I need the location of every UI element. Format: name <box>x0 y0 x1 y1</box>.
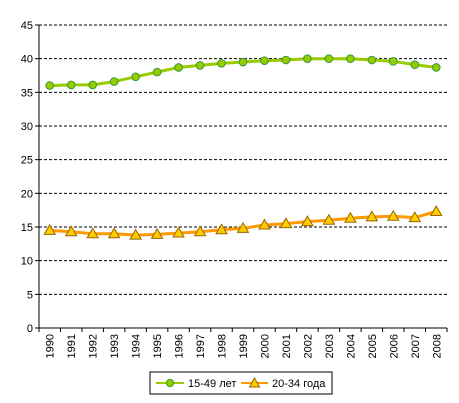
series-1-point <box>43 223 57 235</box>
series-1-point <box>86 227 100 239</box>
legend-marker-0 <box>165 378 175 388</box>
x-tick-label: 2007 <box>410 334 422 358</box>
x-tick-label: 1995 <box>152 334 164 358</box>
series-1-point <box>107 227 121 239</box>
series-0-point <box>131 72 140 82</box>
y-tick-label: 15 <box>21 222 33 234</box>
x-tick-label: 1997 <box>195 334 207 358</box>
legend: 15-49 лет 20-34 года <box>149 371 333 395</box>
grid-lines <box>39 24 447 295</box>
series-0-point <box>174 63 183 72</box>
series-1-point <box>429 205 443 217</box>
x-tick-label: 2001 <box>281 334 293 358</box>
legend-label-1: 20-34 года <box>272 378 326 390</box>
x-tick-label: 1990 <box>45 334 57 358</box>
x-tick-label: 2006 <box>388 334 400 358</box>
series-1-point <box>193 225 207 237</box>
series <box>43 54 443 240</box>
y-tick-label: 5 <box>27 289 33 301</box>
x-tick-label: 1992 <box>88 334 100 358</box>
series-1-point <box>215 223 228 235</box>
series-1-point <box>322 213 336 225</box>
legend-item-0: 15-49 лет <box>156 378 236 390</box>
series-1-point <box>129 228 142 240</box>
series-1-point <box>344 211 357 223</box>
y-tick-label: 10 <box>21 256 33 268</box>
y-tick-label: 25 <box>21 155 33 167</box>
series-1-point <box>365 210 379 222</box>
x-tick-label: 2005 <box>367 334 379 358</box>
legend-marker-1 <box>248 376 261 388</box>
series-1-point <box>236 221 250 233</box>
series-0-point <box>45 81 55 90</box>
x-tick-label: 1994 <box>131 334 143 358</box>
series-0-point <box>109 77 119 86</box>
series-1-point <box>172 226 185 238</box>
x-tick-label: 2003 <box>324 334 336 358</box>
x-tick-label: 2004 <box>345 334 357 358</box>
series-1-point <box>386 209 400 221</box>
x-tick-label: 1999 <box>238 334 250 358</box>
x-tick-label: 1993 <box>109 334 121 358</box>
series-0-point <box>260 56 269 65</box>
y-tick-label: 20 <box>21 188 33 200</box>
series-0-point <box>389 57 398 66</box>
series-0-point <box>88 80 97 90</box>
series-0-point <box>66 80 76 90</box>
series-0-point <box>303 54 312 63</box>
series-1-point <box>64 225 78 237</box>
series-0-point <box>431 63 441 72</box>
series-0-point <box>152 67 162 77</box>
y-tick-label: 35 <box>21 87 33 99</box>
series-0-point <box>281 55 291 65</box>
series-1-point <box>258 218 271 230</box>
series-0-point <box>410 60 420 70</box>
x-tick-label: 1991 <box>66 334 78 358</box>
axes: 0 5 10 15 20 25 30 35 40 45 1990 1991 1992 1993 1994 19… <box>21 20 448 358</box>
x-tick-label: 2008 <box>431 334 443 358</box>
y-tick-label: 0 <box>27 323 33 335</box>
series-1-point <box>150 227 164 239</box>
series-0-point <box>217 59 226 68</box>
series-1-point <box>408 211 422 223</box>
x-tick-label: 2000 <box>259 334 271 358</box>
y-tick-label: 45 <box>21 20 33 32</box>
series-1-point <box>279 217 293 229</box>
series-0-point <box>346 54 355 63</box>
y-tick-label: 30 <box>21 121 33 133</box>
series-0-point <box>238 57 248 67</box>
legend-label-0: 15-49 лет <box>188 378 236 390</box>
x-tick-label: 1998 <box>217 334 229 358</box>
series-0-point <box>367 55 377 65</box>
legend-item-1: 20-34 года <box>241 376 326 390</box>
series-0-point <box>324 54 334 63</box>
series-1-point <box>301 215 314 227</box>
series-0-point <box>195 61 205 70</box>
x-tick-label: 1996 <box>174 334 186 358</box>
y-tick-label: 40 <box>21 54 33 66</box>
x-tick-label: 2002 <box>302 334 314 358</box>
